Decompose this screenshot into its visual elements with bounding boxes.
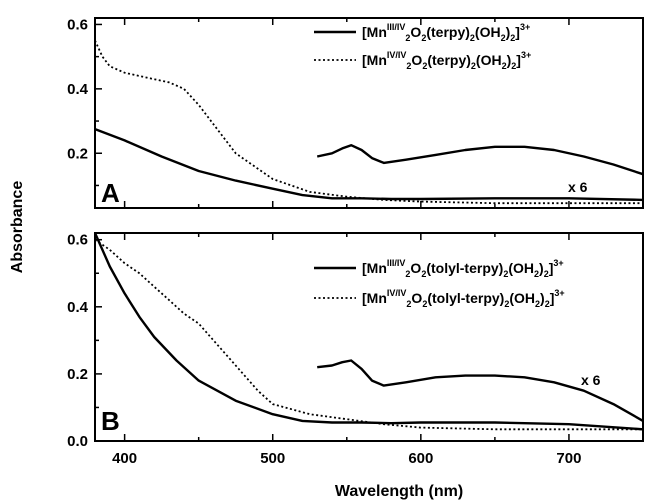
panel-label: A: [101, 178, 120, 208]
scale-annotation: x 6: [581, 372, 601, 388]
scale-annotation: x 6: [568, 179, 588, 195]
panel-label: B: [101, 406, 120, 436]
legend-label: [MnIII/IV2O2(tolyl-terpy)2(OH2)2]3+: [362, 258, 564, 279]
y-tick-label: 0.4: [67, 299, 89, 316]
series-line-solid-3: [316, 144, 644, 176]
panel-a: 0.2 0.4 0.6 A x 6 [MnIII/IV2O2(terpy)2(OH2)2]…: [67, 16, 644, 209]
series-line-dotted-2: [94, 40, 643, 205]
y-tick-label: 0.4: [67, 81, 89, 98]
legend-label: [MnIV/IV2O2(tolyl-terpy)2(OH2)2]3+: [362, 288, 565, 309]
plot-frame: [94, 232, 644, 442]
series-line-solid-1: [93, 232, 644, 431]
x-tick-label: 500: [260, 450, 285, 467]
y-tick-label: 0.2: [67, 145, 88, 162]
y-tick-label: 0.6: [67, 232, 88, 249]
legend-label: [MnIII/IV2O2(terpy)2(OH2)2]3+: [362, 22, 530, 43]
y-tick-label: 0.0: [67, 433, 88, 450]
y-tick-label: 0.2: [67, 366, 88, 383]
x-tick-label: 700: [556, 450, 581, 467]
series-line-solid-3: [317, 359, 644, 422]
x-axis-title: Wavelength (nm): [335, 483, 463, 500]
plot-frame: [94, 17, 644, 209]
legend-label: [MnIV/IV2O2(terpy)2(OH2)2]3+: [362, 50, 531, 71]
y-axis-title: Absorbance: [9, 181, 26, 274]
x-tick-label: 600: [408, 450, 433, 467]
panel-b: 0.0 0.2 0.4 0.6 400 500 600 700 Bx 6 [MnIII/IV2O2…: [67, 232, 644, 467]
series-line-solid-1: [94, 127, 644, 202]
x-tick-label: 400: [112, 450, 137, 467]
y-tick-label: 0.6: [67, 16, 88, 33]
series-line-dotted-2: [94, 238, 643, 431]
